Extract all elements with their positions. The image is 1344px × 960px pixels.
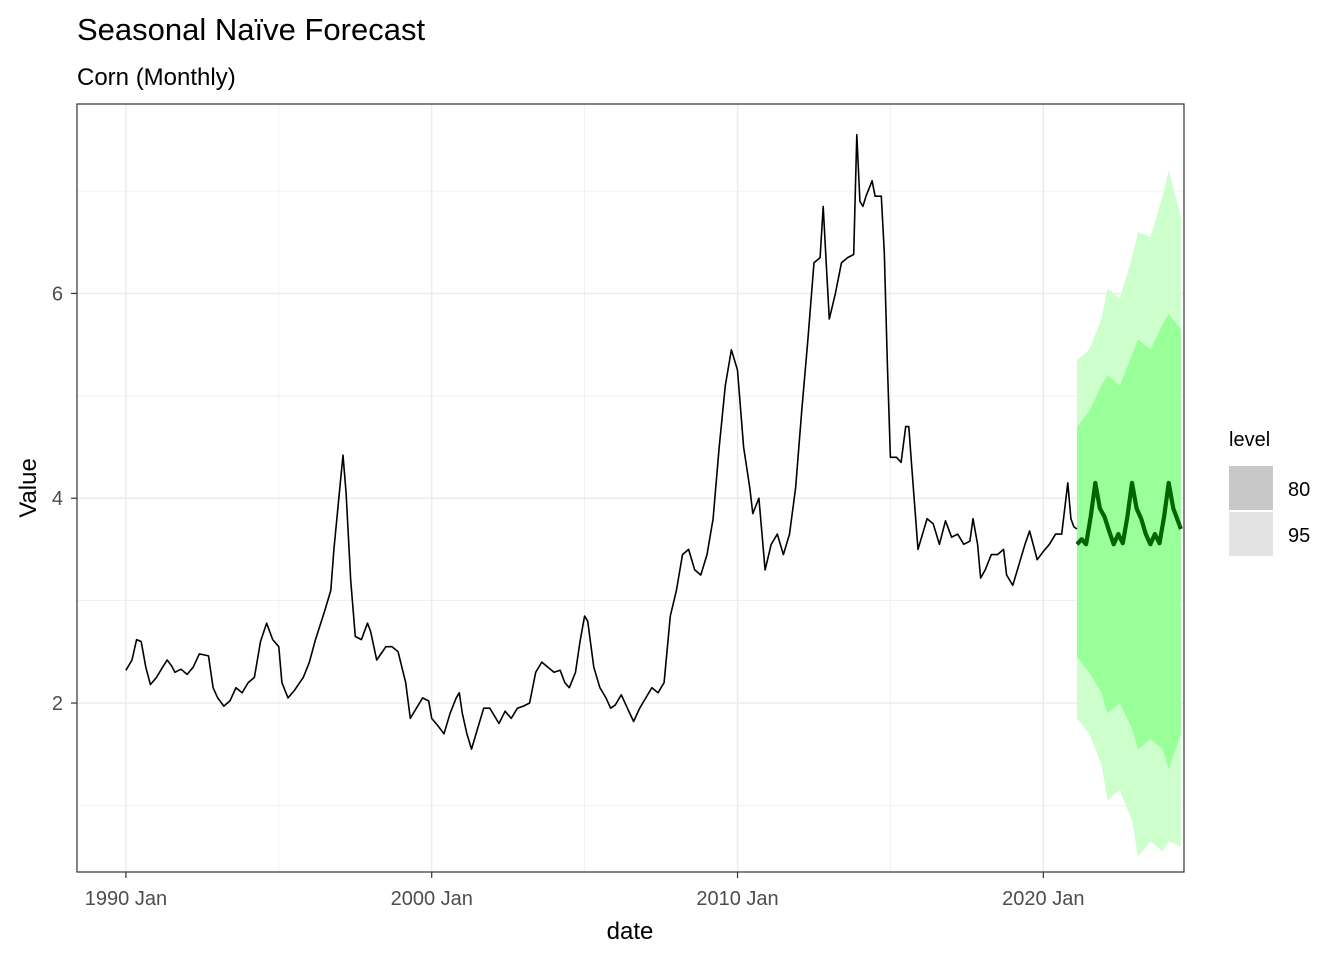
- y-tick-label: 6: [52, 283, 63, 305]
- x-axis: 1990 Jan 2000 Jan 2010 Jan 2020 Jan: [85, 872, 1084, 910]
- forecast-line: [1075, 480, 1183, 547]
- legend: level 80 95: [1229, 429, 1310, 556]
- legend-key-80: [1229, 466, 1273, 510]
- plot-panel: [77, 104, 1184, 872]
- legend-key-95: [1229, 512, 1273, 556]
- x-axis-label: date: [607, 918, 654, 945]
- legend-label-95: 95: [1288, 525, 1310, 547]
- y-tick-label: 4: [52, 488, 63, 510]
- x-tick-label: 2010 Jan: [696, 888, 778, 910]
- x-tick-label: 2020 Jan: [1002, 888, 1084, 910]
- history-line: [125, 133, 1078, 750]
- y-axis-label: Value: [15, 458, 42, 518]
- legend-title: level: [1229, 429, 1270, 451]
- plot-border: [76, 103, 1185, 873]
- y-tick-label: 2: [52, 693, 63, 715]
- chart-subtitle: Corn (Monthly): [77, 64, 236, 91]
- legend-label-80: 80: [1288, 479, 1310, 501]
- x-tick-label: 2000 Jan: [391, 888, 473, 910]
- y-axis: 2 4 6: [52, 283, 77, 715]
- band-80: [1077, 313, 1181, 770]
- chart-title: Seasonal Naïve Forecast: [77, 12, 425, 47]
- series-lines: [125, 133, 1183, 750]
- gridlines: [77, 104, 1184, 872]
- x-tick-label: 1990 Jan: [85, 888, 167, 910]
